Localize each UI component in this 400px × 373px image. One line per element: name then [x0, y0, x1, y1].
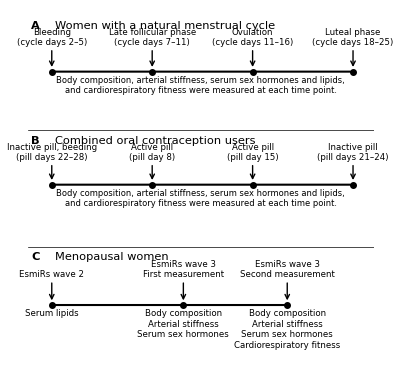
- Text: Body composition
Arterial stiffness
Serum sex hormones
Cardiorespiratory fitness: Body composition Arterial stiffness Seru…: [234, 309, 340, 350]
- Text: EsmiRs wave 2: EsmiRs wave 2: [19, 270, 84, 279]
- Text: A: A: [31, 21, 40, 31]
- Text: Body composition, arterial stiffness, serum sex hormones and lipids,
and cardior: Body composition, arterial stiffness, se…: [56, 189, 345, 209]
- Text: Combined oral contraception users: Combined oral contraception users: [55, 136, 256, 146]
- Text: EsmiRs wave 3
First measurement: EsmiRs wave 3 First measurement: [143, 260, 224, 279]
- Text: Body composition, arterial stiffness, serum sex hormones and lipids,
and cardior: Body composition, arterial stiffness, se…: [56, 76, 345, 95]
- Text: B: B: [31, 136, 40, 146]
- Text: Bleeding
(cycle days 2–5): Bleeding (cycle days 2–5): [17, 28, 87, 47]
- Text: Inactive pill, beeding
(pill days 22–28): Inactive pill, beeding (pill days 22–28): [7, 142, 97, 162]
- Text: Active pill
(pill day 8): Active pill (pill day 8): [129, 142, 175, 162]
- Text: C: C: [31, 253, 39, 262]
- Text: Menopausal women: Menopausal women: [55, 253, 169, 262]
- Text: Inactive pill
(pill days 21–24): Inactive pill (pill days 21–24): [317, 142, 389, 162]
- Text: Women with a natural menstrual cycle: Women with a natural menstrual cycle: [55, 21, 275, 31]
- Text: EsmiRs wave 3
Second measurement: EsmiRs wave 3 Second measurement: [240, 260, 335, 279]
- Text: Serum lipids: Serum lipids: [25, 309, 78, 319]
- Text: Active pill
(pill day 15): Active pill (pill day 15): [227, 142, 278, 162]
- Text: Ovulation
(cycle days 11–16): Ovulation (cycle days 11–16): [212, 28, 293, 47]
- Text: Body composition
Arterial stiffness
Serum sex hormones: Body composition Arterial stiffness Seru…: [138, 309, 229, 339]
- Text: Luteal phase
(cycle days 18–25): Luteal phase (cycle days 18–25): [312, 28, 394, 47]
- Text: Late follicular phase
(cycle days 7–11): Late follicular phase (cycle days 7–11): [108, 28, 196, 47]
